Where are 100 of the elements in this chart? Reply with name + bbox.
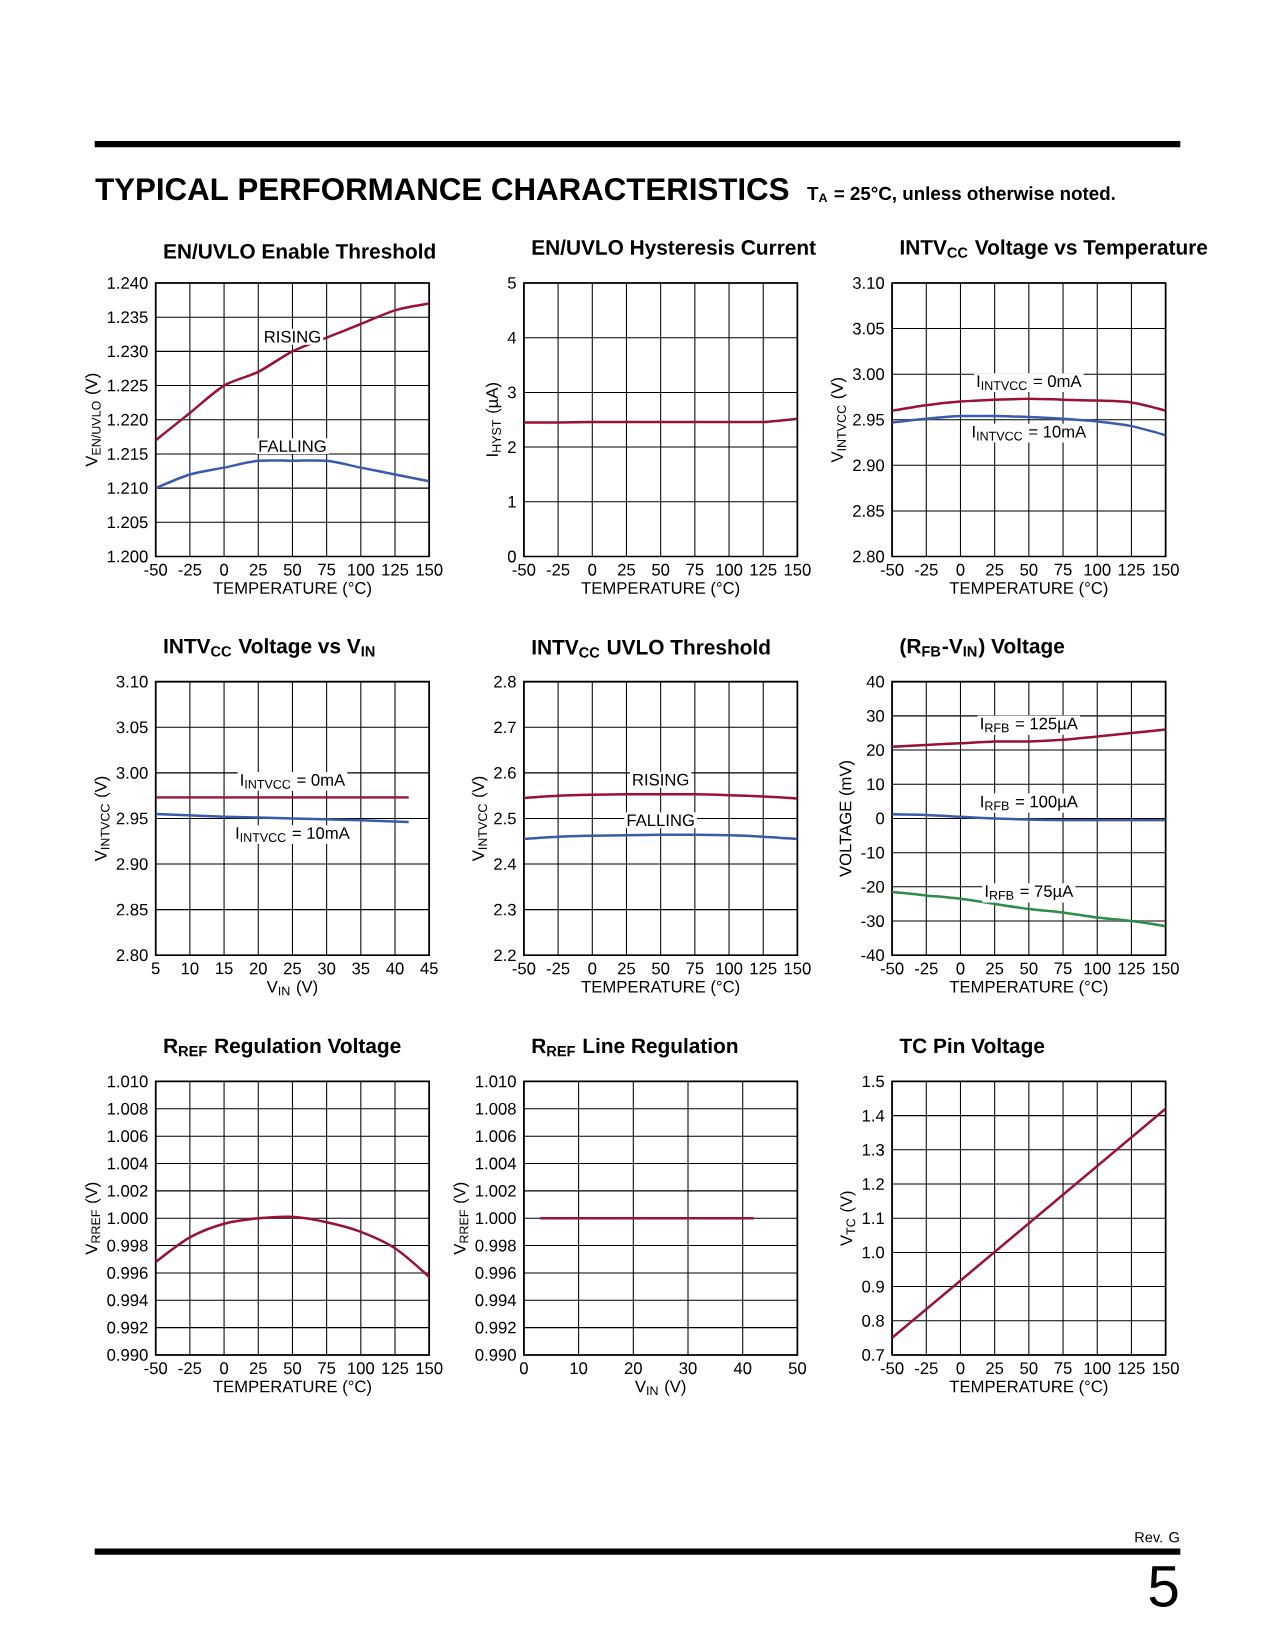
x-tick-label: 125 <box>750 962 777 975</box>
y-axis-title: V$_{INTVCC}$ (V) <box>471 776 488 862</box>
y-tick-label: 0.994 <box>107 1294 148 1307</box>
y-tick-label: 0.992 <box>475 1321 516 1334</box>
y-tick-label: 0.7 <box>862 1349 884 1361</box>
line-series <box>155 302 430 442</box>
text: 5 <box>1149 1566 1178 1607</box>
series-label: I$_{RFB}$ = 75µA <box>985 885 1074 901</box>
text: T$_{A}$ = 25°C, unless otherwise noted. <box>807 186 1115 203</box>
y-tick-label: 2.80 <box>853 550 885 563</box>
y-tick-label: 1.006 <box>107 1130 148 1143</box>
y-tick-label: 2.7 <box>494 721 516 734</box>
x-tick-label: 100 <box>1084 962 1111 975</box>
y-tick-label: 5 <box>507 277 516 289</box>
x-tick-label: 20 <box>249 962 267 975</box>
y-tick-label: 2 <box>508 441 516 453</box>
x-tick-label: 75 <box>318 1362 336 1374</box>
y-tick-label: 1.215 <box>107 448 148 460</box>
y-tick-label: 1.240 <box>107 277 148 289</box>
x-tick-label: 125 <box>1118 563 1145 576</box>
x-tick-label: 50 <box>652 563 670 576</box>
x-tick-label: 150 <box>416 563 443 576</box>
y-tick-label: 2.95 <box>853 413 885 426</box>
x-tick-label: 150 <box>416 1362 443 1375</box>
y-tick-label: -10 <box>861 846 885 859</box>
x-tick-label: 100 <box>1084 1362 1111 1375</box>
x-tick-label: 150 <box>784 563 811 576</box>
y-tick-label: 2.2 <box>494 949 516 962</box>
x-tick-label: 0 <box>956 563 965 576</box>
x-tick-label: 125 <box>382 563 409 576</box>
line-series <box>892 397 1166 412</box>
x-tick-label: 25 <box>618 962 636 975</box>
x-tick-label: 25 <box>986 1362 1004 1375</box>
x-axis-title: TEMPERATURE (°C) <box>581 980 740 996</box>
series-label: I$_{INTVCC}$ = 0mA <box>977 375 1082 391</box>
x-axis-title: TEMPERATURE (°C) <box>213 581 371 598</box>
y-tick-label: 1.002 <box>476 1184 516 1197</box>
x-tick-label: 25 <box>986 563 1004 576</box>
chart-title: R$_{REF}$ Regulation Voltage <box>164 1037 401 1058</box>
x-tick-label: 10 <box>181 962 199 975</box>
y-tick-label: 1.1 <box>862 1212 884 1224</box>
x-tick-label: 50 <box>1020 962 1038 975</box>
y-tick-label: 40 <box>866 675 885 688</box>
y-axis-title: V$_{EN/UVLO}$ (V) <box>85 373 101 467</box>
chart-title: EN/UVLO Hysteresis Current <box>532 239 816 259</box>
x-axis-title: V$_{IN}$ (V) <box>266 980 318 996</box>
x-tick-label: 25 <box>249 563 267 576</box>
x-tick-label: 125 <box>382 1362 409 1375</box>
chart-title: R$_{REF}$ Line Regulation <box>532 1037 738 1058</box>
y-tick-label: 1.4 <box>862 1109 885 1122</box>
y-tick-label: 1.010 <box>107 1075 148 1088</box>
x-tick-label: 100 <box>1084 563 1111 576</box>
x-tick-label: 50 <box>1020 563 1038 576</box>
chart-title: (R$_{FB}$-V$_{IN}$) Voltage <box>900 638 1065 658</box>
x-tick-label: 50 <box>283 563 302 576</box>
series-label: RISING <box>265 330 320 343</box>
y-tick-label: 10 <box>867 778 885 791</box>
line-series <box>155 459 430 490</box>
y-tick-label: 1.008 <box>107 1102 148 1115</box>
x-tick-label: 75 <box>318 563 336 576</box>
y-tick-label: 1.002 <box>107 1184 148 1197</box>
y-tick-label: 4 <box>507 331 517 344</box>
y-tick-label: 1.230 <box>107 345 148 358</box>
y-tick-label: 0.990 <box>107 1349 148 1361</box>
y-axis-title: V$_{RREF}$ (V) <box>453 1182 469 1255</box>
y-tick-label: 0 <box>507 550 516 563</box>
x-axis-title: V$_{IN}$ (V) <box>634 1380 686 1396</box>
x-tick-label: 25 <box>986 962 1004 975</box>
series-label: I$_{INTVCC}$ = 0mA <box>241 774 346 789</box>
x-tick-label: 40 <box>733 1362 752 1375</box>
x-tick-label: 35 <box>352 962 370 975</box>
x-tick-label: -50 <box>880 1362 904 1375</box>
x-tick-label: -25 <box>178 563 202 576</box>
x-tick-label: 0 <box>956 962 965 975</box>
x-tick-label: 100 <box>348 563 375 576</box>
x-tick-label: -25 <box>914 563 938 576</box>
x-tick-label: 0 <box>220 1362 229 1375</box>
x-tick-label: 25 <box>284 962 301 975</box>
y-tick-label: 2.85 <box>116 903 148 916</box>
y-tick-label: 1.210 <box>107 482 148 495</box>
x-tick-label: 10 <box>570 1362 588 1375</box>
y-tick-label: 2.90 <box>853 459 885 472</box>
x-tick-label: 100 <box>348 1362 375 1375</box>
x-tick-label: 75 <box>1054 563 1072 576</box>
series-label: I$_{INTVCC}$ = 10mA <box>236 827 350 842</box>
y-tick-label: 2.6 <box>494 766 516 779</box>
series-label: RISING <box>633 773 689 786</box>
y-axis-title: V$_{RREF}$ (V) <box>85 1182 101 1255</box>
y-axis-title: V$_{INTVCC}$ (V) <box>830 378 847 463</box>
x-tick-label: 25 <box>618 563 636 576</box>
x-tick-label: 150 <box>784 962 811 975</box>
x-tick-label: 50 <box>1020 1362 1038 1375</box>
y-tick-label: 0.992 <box>107 1321 148 1334</box>
x-tick-label: -50 <box>144 1362 168 1375</box>
y-axis-title: VOLTAGE (mV) <box>839 761 855 877</box>
y-tick-label: 3.00 <box>116 766 148 779</box>
x-tick-label: 25 <box>249 1362 267 1375</box>
x-axis-title: TEMPERATURE (°C) <box>949 581 1108 598</box>
y-tick-label: -20 <box>861 880 885 893</box>
chart-title: EN/UVLO Enable Threshold <box>164 243 435 259</box>
